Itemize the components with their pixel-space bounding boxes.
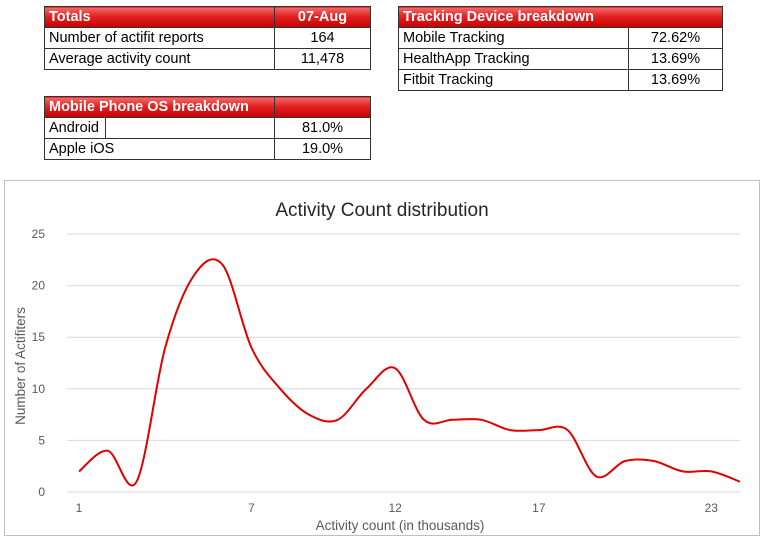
device-row-value: 13.69%: [628, 48, 723, 70]
y-tick-label: 0: [38, 485, 45, 499]
table-row: Average activity count 11,478: [44, 48, 371, 70]
x-axis-title: Activity count (in thousands): [316, 518, 485, 533]
x-tick-label: 17: [532, 501, 546, 515]
device-row-value: 13.69%: [628, 69, 723, 91]
tracking-device-table: Tracking Device breakdown Mobile Trackin…: [398, 6, 723, 91]
table-row: Number of actifit reports 164: [44, 27, 371, 49]
device-row-label: HealthApp Tracking: [398, 48, 629, 70]
mobile-os-header-row: Mobile Phone OS breakdown: [44, 96, 371, 118]
device-row-label: Mobile Tracking: [398, 27, 629, 49]
y-tick-label: 10: [32, 382, 46, 396]
tracking-device-title: Tracking Device breakdown: [398, 6, 723, 28]
x-tick-label: 12: [388, 501, 402, 515]
mobile-os-table: Mobile Phone OS breakdown Android 81.0% …: [43, 96, 371, 160]
totals-row-label: Average activity count: [44, 48, 275, 70]
totals-row-label: Number of actifit reports: [44, 27, 275, 49]
x-tick-label: 23: [705, 501, 719, 515]
y-tick-label: 5: [38, 433, 45, 447]
activity-chart: Activity Count distribution Number of Ac…: [13, 200, 741, 533]
totals-row-value: 164: [274, 27, 371, 49]
mobile-os-title: Mobile Phone OS breakdown: [44, 96, 275, 118]
totals-title: Totals: [44, 6, 275, 28]
table-row: HealthApp Tracking 13.69%: [398, 48, 723, 70]
tracking-device-header-row: Tracking Device breakdown: [398, 6, 723, 28]
os-row-label: Apple iOS: [44, 138, 275, 160]
y-axis-title: Number of Actifiters: [13, 307, 28, 425]
totals-date: 07-Aug: [274, 6, 371, 28]
device-row-value: 72.62%: [628, 27, 723, 49]
table-row: Android 81.0%: [43, 117, 371, 139]
os-row-value: 81.0%: [274, 117, 371, 139]
totals-table: Totals 07-Aug Number of actifit reports …: [44, 6, 371, 70]
chart-title: Activity Count distribution: [275, 200, 488, 221]
totals-row-value: 11,478: [274, 48, 371, 70]
y-tick-label: 20: [32, 279, 46, 293]
table-row: Apple iOS 19.0%: [44, 138, 371, 160]
chart-area: Activity Count distribution Number of Ac…: [4, 180, 760, 536]
y-tick-label: 15: [32, 330, 46, 344]
os-row-value: 19.0%: [274, 138, 371, 160]
device-row-label: Fitbit Tracking: [398, 69, 629, 91]
table-row: Mobile Tracking 72.62%: [398, 27, 723, 49]
mobile-os-header-blank: [274, 96, 371, 118]
series-line: [78, 258, 741, 487]
os-row-spacer: [105, 117, 275, 139]
totals-header-row: Totals 07-Aug: [44, 6, 371, 28]
y-tick-label: 25: [32, 227, 46, 241]
x-tick-label: 1: [76, 501, 83, 515]
os-row-label: Android: [43, 117, 107, 139]
x-tick-label: 7: [248, 501, 255, 515]
table-row: Fitbit Tracking 13.69%: [398, 69, 723, 91]
